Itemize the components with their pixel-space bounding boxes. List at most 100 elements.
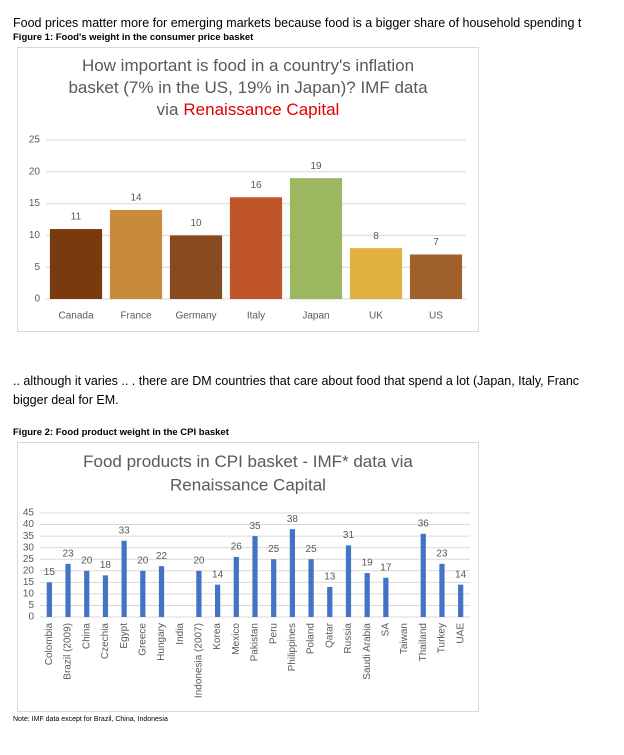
data-label: 14	[130, 193, 142, 204]
bar	[383, 577, 389, 617]
y-tick-label: 45	[23, 508, 35, 519]
data-label: 10	[190, 218, 202, 229]
y-tick-label: 35	[23, 531, 35, 542]
data-label: 25	[306, 544, 318, 555]
x-tick-label: Japan	[302, 311, 329, 322]
intro-text: Food prices matter more for emerging mar…	[13, 16, 582, 30]
data-label: 14	[212, 569, 224, 580]
x-tick-label: France	[120, 311, 152, 322]
data-label: 16	[250, 180, 262, 191]
data-label: 14	[455, 569, 467, 580]
bar	[308, 559, 314, 617]
bar	[49, 229, 103, 299]
x-tick-label: Czechia	[100, 623, 111, 660]
y-tick-label: 20	[29, 166, 41, 177]
x-tick-label: Brazil (2009)	[63, 623, 74, 680]
bar	[140, 570, 146, 617]
x-tick-label: SA	[381, 623, 392, 637]
y-tick-label: 10	[29, 230, 41, 241]
bar	[84, 570, 90, 617]
x-tick-label: Thailand	[418, 623, 429, 661]
x-tick-label: Taiwan	[399, 623, 410, 654]
chart-source: Renaissance Capital	[183, 100, 339, 119]
bar	[109, 209, 163, 299]
data-label: 23	[62, 548, 74, 559]
y-tick-label: 20	[23, 565, 35, 576]
chart-title-part: How important is food in a country's inf…	[82, 56, 414, 75]
data-label: 33	[119, 525, 131, 536]
x-tick-label: Egypt	[119, 623, 130, 649]
chart-title: How important is food in a country's inf…	[82, 56, 414, 75]
y-tick-label: 30	[23, 542, 35, 553]
x-tick-label: India	[175, 623, 186, 645]
bar	[271, 559, 277, 617]
x-tick-label: Colombia	[44, 623, 55, 666]
x-tick-label: Philippines	[287, 623, 298, 671]
y-tick-label: 15	[29, 198, 41, 209]
data-label: 25	[268, 544, 280, 555]
x-tick-label: Canada	[58, 311, 93, 322]
bar	[289, 178, 343, 299]
data-label: 38	[287, 514, 299, 525]
y-tick-label: 5	[34, 262, 40, 273]
bar	[214, 584, 221, 617]
bar	[252, 536, 258, 617]
data-label: 35	[249, 521, 261, 532]
x-tick-label: Pakistan	[250, 623, 261, 661]
bar	[364, 573, 370, 617]
chart-title-part: Food products in CPI basket - IMF* data …	[83, 452, 413, 471]
bar	[229, 197, 283, 299]
figure-caption: Figure 2: Food product weight in the CPI…	[13, 427, 229, 438]
data-label: 20	[81, 555, 93, 566]
chart-title: via Renaissance Capital	[157, 100, 340, 119]
y-tick-label: 25	[29, 135, 41, 146]
paragraph-line: .. although it varies .. . there are DM …	[13, 374, 580, 388]
x-tick-label: UK	[369, 311, 383, 322]
y-tick-label: 0	[28, 612, 34, 623]
data-label: 22	[156, 551, 168, 562]
y-tick-label: 5	[28, 600, 34, 611]
chart-title-part: basket (7% in the US, 19% in Japan)? IMF…	[68, 78, 428, 97]
chart-title: Food products in CPI basket - IMF* data …	[83, 452, 413, 471]
chart-title: basket (7% in the US, 19% in Japan)? IMF…	[68, 78, 428, 97]
data-label: 31	[343, 530, 355, 541]
x-tick-label: Italy	[247, 311, 265, 322]
chart-title-part: via	[157, 100, 179, 119]
x-tick-label: Turkey	[437, 623, 448, 653]
y-tick-label: 10	[23, 589, 35, 600]
data-label: 13	[324, 572, 336, 583]
data-label: 8	[373, 231, 379, 242]
data-label: 36	[418, 518, 430, 529]
data-label: 17	[380, 562, 392, 573]
x-tick-label: UAE	[455, 623, 466, 644]
y-tick-label: 15	[23, 577, 35, 588]
bar	[196, 570, 202, 617]
bar	[439, 563, 445, 617]
figure-caption: Figure 1: Food's weight in the consumer …	[13, 32, 254, 43]
bar	[327, 586, 333, 617]
x-tick-label: Greece	[137, 623, 148, 656]
bar	[46, 582, 52, 617]
x-tick-label: Indonesia (2007)	[194, 623, 205, 698]
bar	[289, 529, 296, 617]
x-tick-label: US	[429, 311, 443, 322]
data-label: 18	[100, 560, 112, 571]
y-tick-label: 25	[23, 554, 35, 565]
chart: How important is food in a country's inf…	[17, 47, 479, 332]
bar	[158, 566, 165, 617]
data-label: 11	[71, 212, 82, 223]
paragraph-line: bigger deal for EM.	[13, 393, 119, 407]
x-tick-label: Saudi Arabia	[362, 623, 373, 680]
x-tick-label: Korea	[212, 623, 223, 650]
bar	[420, 533, 426, 617]
note: Note: IMF data except for Brazil, China,…	[13, 716, 168, 723]
bar	[121, 540, 127, 617]
data-label: 23	[436, 548, 448, 559]
bar	[102, 575, 109, 617]
data-label: 15	[44, 567, 56, 578]
y-tick-label: 40	[23, 519, 35, 530]
x-tick-label: China	[81, 623, 92, 650]
data-label: 7	[433, 237, 439, 248]
data-label: 19	[362, 558, 374, 569]
x-tick-label: Germany	[175, 311, 216, 322]
